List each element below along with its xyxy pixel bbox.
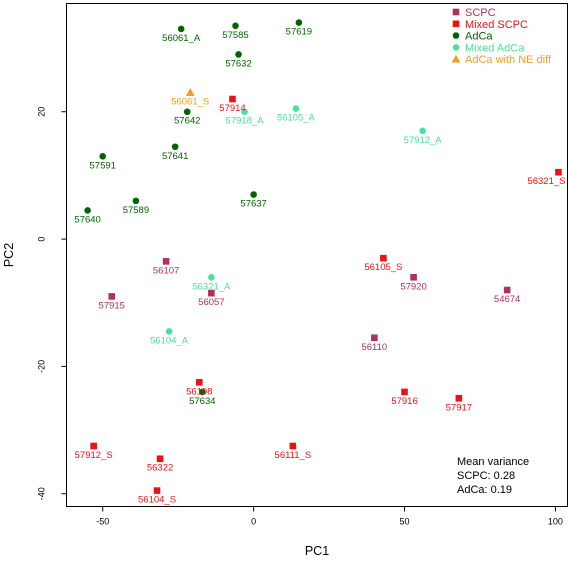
y-tick-label: -40: [37, 487, 47, 500]
data-point: [90, 442, 97, 450]
x-tick-label: 50: [400, 517, 410, 527]
annotation-adca: AdCa: 0.19: [457, 484, 512, 496]
point-label: 57591: [90, 160, 116, 171]
data-point: [250, 191, 257, 198]
data-point: [208, 289, 215, 297]
data-point: [99, 153, 107, 160]
point-label: 56105_S: [364, 262, 402, 273]
point-label: 57640: [74, 214, 100, 225]
data-point: [380, 254, 387, 262]
data-point: [295, 19, 303, 26]
point-label: 57918_A: [226, 116, 265, 127]
data-point: [419, 127, 426, 135]
point-label: 57619: [286, 27, 312, 38]
data-point: [241, 108, 248, 116]
data-point: [555, 168, 562, 176]
point-labels: 57915 56107 56057 56110 57920 54674 57914 56321…: [74, 27, 565, 506]
point-label: 57916: [391, 396, 417, 407]
point-label: 57642: [174, 116, 200, 127]
data-point: [171, 143, 179, 151]
data-point: [371, 334, 378, 342]
x-tick-label: 0: [251, 517, 256, 527]
point-label: 57585: [222, 30, 248, 41]
point-label: 57632: [225, 58, 251, 69]
data-point: [289, 442, 297, 450]
data-point: [232, 22, 239, 30]
data-point: [455, 394, 463, 402]
data-points: [84, 19, 562, 494]
data-point: [177, 25, 185, 33]
point-label: 57912_S: [75, 450, 113, 461]
point-label: 57914: [219, 103, 245, 114]
x-tick-label: -50: [96, 517, 109, 527]
legend-label: SCPC: [465, 7, 496, 19]
point-label: 57912_A: [404, 135, 443, 146]
data-point: [503, 286, 511, 294]
data-point: [183, 108, 191, 116]
data-point: [401, 388, 408, 396]
legend-label: AdCa with NE diff: [465, 54, 552, 66]
legend-label: Mixed SCPC: [465, 19, 528, 31]
data-point: [185, 88, 195, 97]
data-point: [153, 487, 161, 494]
data-point: [235, 51, 242, 58]
legend-marker: [452, 8, 460, 16]
legend-label: AdCa: [465, 31, 493, 43]
point-label: 57917: [446, 402, 472, 413]
data-point: [410, 273, 417, 281]
point-label: 57589: [123, 205, 149, 216]
point-label: 56322: [147, 463, 173, 474]
variance-annotation: Mean variance SCPC: 0.28 AdCa: 0.19: [457, 456, 529, 496]
point-label: 56104_S: [138, 495, 176, 506]
data-point: [229, 95, 236, 103]
data-point: [199, 388, 206, 396]
point-label: 56108: [186, 386, 212, 397]
point-label: 56111_S: [275, 450, 312, 461]
point-label: 56061_S: [171, 97, 209, 108]
point-label: 54674: [494, 294, 520, 305]
annotation-title: Mean variance: [457, 456, 529, 468]
x-tick-label: 100: [548, 517, 563, 527]
data-point: [132, 197, 140, 205]
data-point: [84, 207, 91, 214]
point-label: 56110: [361, 342, 387, 353]
data-point: [108, 293, 116, 300]
point-label: 56105_A: [277, 113, 316, 124]
data-point: [156, 455, 164, 463]
data-point: [162, 258, 170, 265]
point-label: 56321_S: [527, 176, 565, 187]
point-label: 56057: [198, 297, 224, 308]
y-tick-label: 0: [37, 237, 47, 242]
data-point: [292, 105, 300, 112]
data-point: [208, 273, 215, 281]
legend-marker: [451, 54, 461, 63]
data-point: [165, 328, 173, 335]
y-tick-label: 20: [37, 107, 47, 117]
plot-frame: [66, 3, 568, 507]
legend-marker: [452, 32, 460, 39]
legend-marker: [452, 44, 460, 51]
point-label: 57641: [162, 151, 188, 162]
x-axis-label: PC1: [305, 544, 329, 558]
data-point: [195, 379, 203, 386]
point-label: 57915: [99, 300, 125, 311]
legend-marker: [452, 20, 460, 28]
y-tick-label: -20: [37, 360, 47, 373]
legend-label: Mixed AdCa: [465, 42, 525, 54]
point-label: 57637: [240, 199, 266, 210]
point-label: 57920: [400, 281, 426, 292]
point-label: 56107: [153, 265, 179, 276]
point-label: 56321_A: [192, 281, 231, 292]
y-axis-label: PC2: [2, 243, 16, 267]
axes: -50 0 50 100 -40 -20 0 20: [37, 107, 563, 527]
annotation-scpc: SCPC: 0.28: [457, 470, 515, 482]
point-label: 57634: [189, 396, 215, 407]
point-label: 56061_A: [162, 33, 201, 44]
point-label: 56104_A: [150, 335, 189, 346]
